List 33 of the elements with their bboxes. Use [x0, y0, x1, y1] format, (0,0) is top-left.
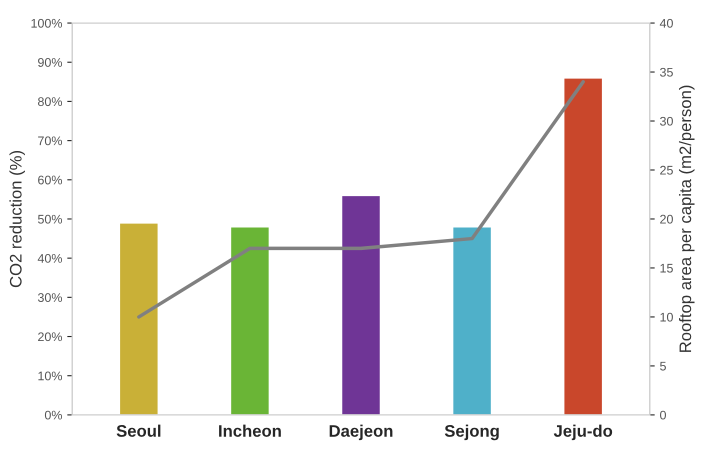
y-tick-label: 30% — [38, 293, 62, 302]
y2-tick-label: 0 — [660, 410, 666, 420]
y-tick-label: 90% — [38, 58, 62, 67]
y2-tick-label: 10 — [660, 312, 673, 322]
bar — [563, 77, 604, 415]
y-tick-label: 40% — [38, 254, 62, 263]
y2-tick-label: 40 — [660, 18, 673, 28]
y-tick-label: 50% — [38, 214, 62, 224]
bar — [118, 222, 159, 415]
y-tick-label: 100% — [31, 18, 62, 28]
y-tick-label: 70% — [38, 136, 62, 146]
x-tick-label: Daejeon — [330, 424, 392, 440]
x-tick-label: Sejong — [444, 424, 499, 440]
x-tick-label: Incheon — [219, 424, 281, 437]
bar — [452, 226, 492, 415]
y2-tick-label: 35 — [660, 68, 673, 77]
y2-tick-label: 15 — [660, 264, 673, 273]
x-tick-label: Jeju-do — [554, 424, 612, 440]
y-tick-label: 80% — [38, 97, 62, 106]
y2-axis-title: Rooftop area per capita (m2/person) — [678, 86, 695, 352]
y2-tick-label: 25 — [660, 166, 673, 175]
line-series — [137, 80, 585, 319]
y-tick-label: 10% — [38, 372, 62, 380]
y-tick-label: 20% — [38, 332, 62, 342]
y2-tick-label: 20 — [660, 214, 673, 224]
y-axis-title: CO2 reduction (%) — [9, 151, 25, 288]
y-tick-label: 0% — [44, 410, 62, 420]
y2-tick-label: 5 — [660, 362, 666, 371]
y-tick-label: 60% — [38, 176, 62, 184]
bar — [340, 194, 382, 415]
y2-tick-label: 30 — [660, 116, 673, 126]
bar — [230, 226, 270, 415]
x-tick-label: Seoul — [116, 424, 160, 437]
